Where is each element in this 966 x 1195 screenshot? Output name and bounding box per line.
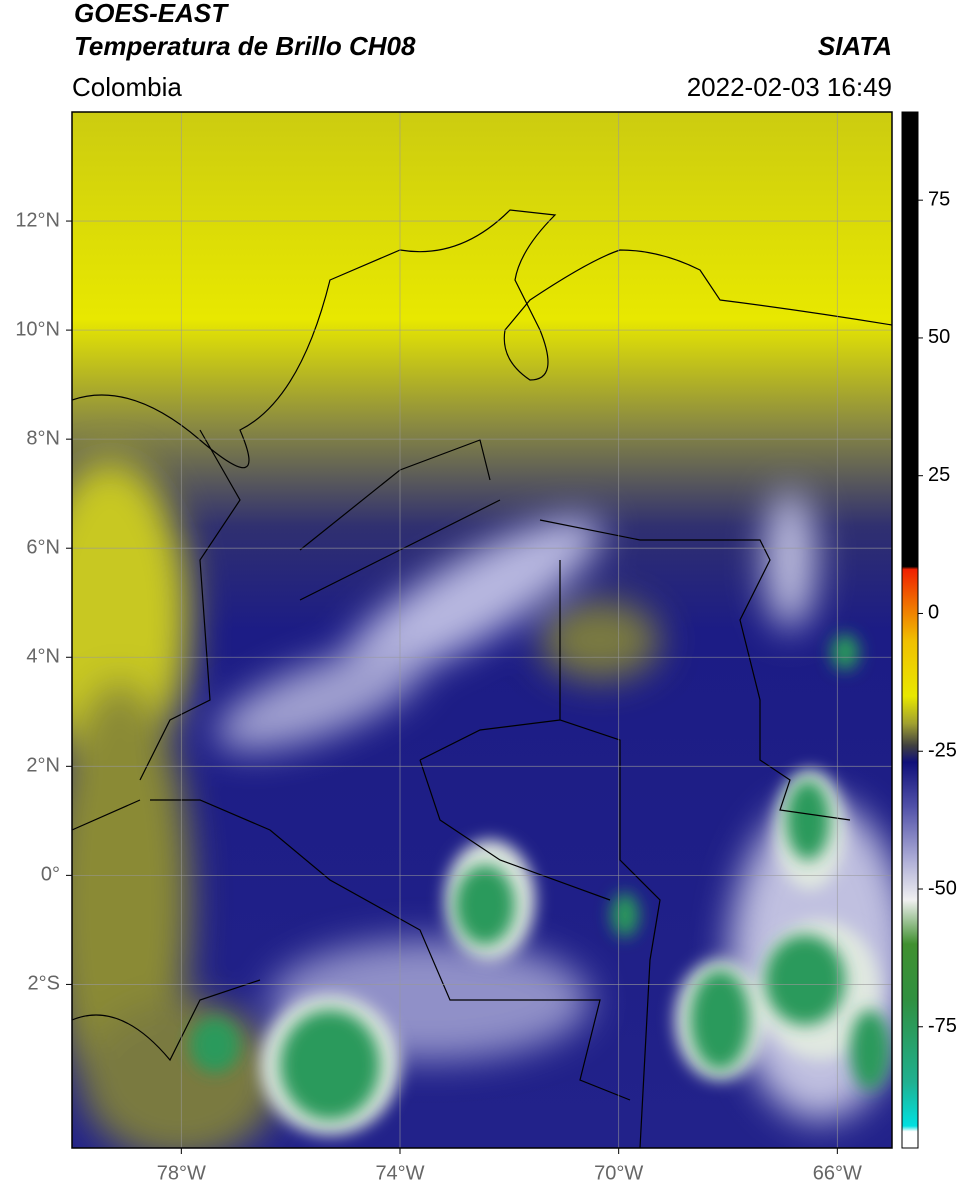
lat-tick-label: 6°N [26, 536, 60, 558]
colorbar-tick-label: -50 [928, 877, 957, 899]
lon-tick-label: 74°W [375, 1162, 424, 1184]
lat-tick-label: 4°N [26, 646, 60, 668]
lat-tick-label: 0° [41, 864, 60, 886]
timestamp: 2022-02-03 16:49 [687, 72, 892, 102]
colorbar [901, 111, 919, 1149]
colorbar-tick-label: 25 [928, 464, 950, 486]
map-frame [71, 111, 893, 1149]
lat-tick-label: 8°N [26, 427, 60, 449]
subtitle: Temperatura de Brillo CH08 [74, 31, 416, 61]
lat-tick-label: 2°S [28, 973, 60, 995]
graticule [72, 112, 892, 1148]
colorbar-tick-label: -25 [928, 740, 957, 762]
region: Colombia [72, 72, 182, 102]
lon-tick-label: 70°W [594, 1162, 643, 1184]
lat-tick-label: 12°N [15, 209, 60, 231]
satellite-image [72, 112, 892, 1148]
lat-tick-label: 10°N [15, 318, 60, 340]
source: SIATA [818, 31, 892, 61]
lon-tick-label: 66°W [813, 1162, 862, 1184]
colorbar-tick-label: 75 [928, 188, 950, 210]
title: GOES-EAST [74, 0, 229, 28]
colorbar-tick-label: 0 [928, 602, 939, 624]
colorbar-tick-label: 50 [928, 326, 950, 348]
colorbar-tick-label: -75 [928, 1015, 957, 1037]
lat-tick-label: 2°N [26, 755, 60, 777]
lon-tick-label: 78°W [157, 1162, 206, 1184]
